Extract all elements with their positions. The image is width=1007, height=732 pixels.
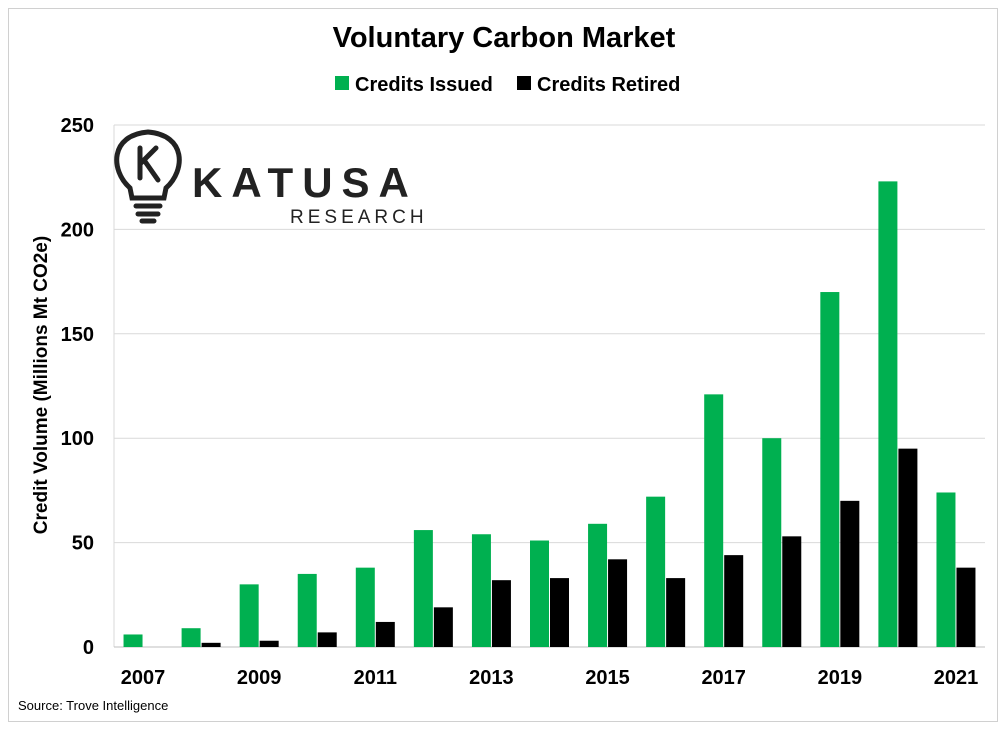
y-tick-label: 200 xyxy=(61,219,94,241)
logo: KATUSA RESEARCH xyxy=(114,129,428,228)
bar-retired-2017 xyxy=(724,555,744,647)
bar-issued-2007 xyxy=(123,634,143,647)
legend-label-retired: Credits Retired xyxy=(537,74,680,96)
y-tick-label: 0 xyxy=(83,637,94,659)
y-axis-label: Credit Volume (Millions Mt CO2e) xyxy=(31,236,52,534)
bar-issued-2019 xyxy=(820,292,840,647)
x-tick-label: 2017 xyxy=(701,667,746,689)
bar-retired-2012 xyxy=(433,607,453,647)
bar-issued-2010 xyxy=(297,573,317,647)
bar-retired-2014 xyxy=(550,578,569,647)
bar-issued-2020 xyxy=(878,181,898,647)
bar-issued-2012 xyxy=(413,530,433,647)
bar-retired-2015 xyxy=(608,559,628,647)
bar-retired-2018 xyxy=(782,536,802,647)
bar-retired-2013 xyxy=(491,580,511,647)
bar-issued-2016 xyxy=(646,496,666,647)
bar-issued-2015 xyxy=(588,523,608,647)
x-tick-label: 2009 xyxy=(237,667,282,689)
bar-issued-2013 xyxy=(471,534,491,647)
x-tick-label: 2011 xyxy=(354,667,397,689)
bar-retired-2009 xyxy=(259,640,279,647)
y-tick-label: 150 xyxy=(61,324,94,346)
lightbulb-k-icon xyxy=(114,129,182,224)
bar-retired-2011 xyxy=(375,621,395,647)
y-tick-label: 100 xyxy=(61,428,94,450)
y-tick-label: 50 xyxy=(72,533,94,555)
gridlines xyxy=(113,124,985,648)
bar-retired-2020 xyxy=(898,448,918,647)
bar-issued-2017 xyxy=(704,394,724,647)
bar-retired-2019 xyxy=(840,500,860,647)
source-note: Source: Trove Intelligence xyxy=(18,698,168,713)
x-tick-label: 2021 xyxy=(934,667,979,689)
bar-retired-2021 xyxy=(956,567,976,647)
logo-subtitle: RESEARCH xyxy=(290,207,428,228)
bars xyxy=(123,181,976,647)
bar-issued-2011 xyxy=(355,567,375,647)
x-tick-label: 2007 xyxy=(121,667,166,689)
bar-retired-2010 xyxy=(317,632,337,647)
legend-label-issued: Credits Issued xyxy=(355,74,493,96)
bar-issued-2014 xyxy=(530,540,549,647)
legend-swatch-retired xyxy=(517,76,531,90)
bar-issued-2008 xyxy=(181,628,201,647)
legend-swatch-issued xyxy=(335,76,349,90)
bar-issued-2018 xyxy=(762,438,782,647)
bar-retired-2016 xyxy=(666,578,686,647)
y-tick-labels: 0 50 100 150 200 250 xyxy=(61,115,94,659)
logo-name: KATUSA xyxy=(192,159,418,206)
bar-retired-2008 xyxy=(201,642,221,647)
bar-issued-2009 xyxy=(239,584,259,647)
x-tick-labels: 2007 2009 2011 2013 2015 2017 2019 2021 xyxy=(121,667,978,689)
y-tick-label: 250 xyxy=(61,115,94,137)
x-tick-label: 2019 xyxy=(818,667,863,689)
legend: Credits Issued Credits Retired xyxy=(335,74,680,96)
bar-issued-2021 xyxy=(936,492,956,647)
x-tick-label: 2013 xyxy=(469,667,514,689)
chart-title: Voluntary Carbon Market xyxy=(333,22,676,54)
x-tick-label: 2015 xyxy=(585,667,630,689)
